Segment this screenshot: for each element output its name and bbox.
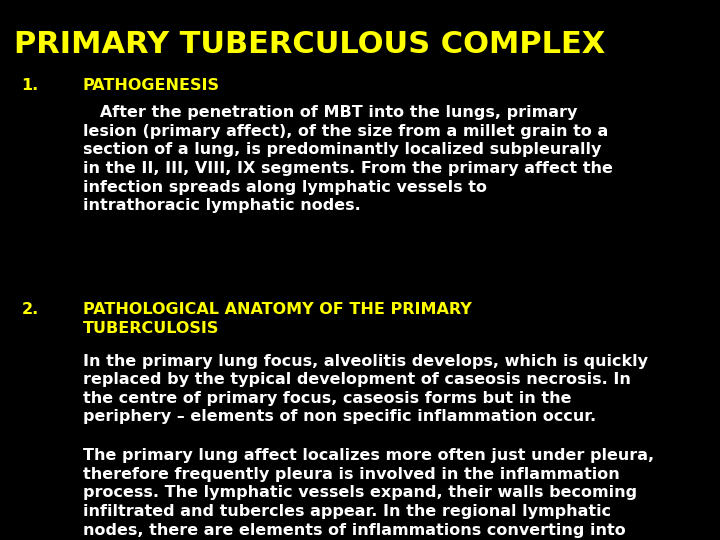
Text: 1.: 1.	[22, 78, 39, 93]
Text: The primary lung affect localizes more often just under pleura,
therefore freque: The primary lung affect localizes more o…	[83, 448, 654, 540]
Text: 2.: 2.	[22, 302, 39, 318]
Text: PATHOGENESIS: PATHOGENESIS	[83, 78, 220, 93]
Text: After the penetration of MBT into the lungs, primary
lesion (primary affect), of: After the penetration of MBT into the lu…	[83, 105, 613, 213]
Text: PATHOLOGICAL ANATOMY OF THE PRIMARY
TUBERCULOSIS: PATHOLOGICAL ANATOMY OF THE PRIMARY TUBE…	[83, 302, 472, 336]
Text: PRIMARY TUBERCULOUS COMPLEX: PRIMARY TUBERCULOUS COMPLEX	[14, 30, 606, 59]
Text: In the primary lung focus, alveolitis develops, which is quickly
replaced by the: In the primary lung focus, alveolitis de…	[83, 354, 648, 424]
